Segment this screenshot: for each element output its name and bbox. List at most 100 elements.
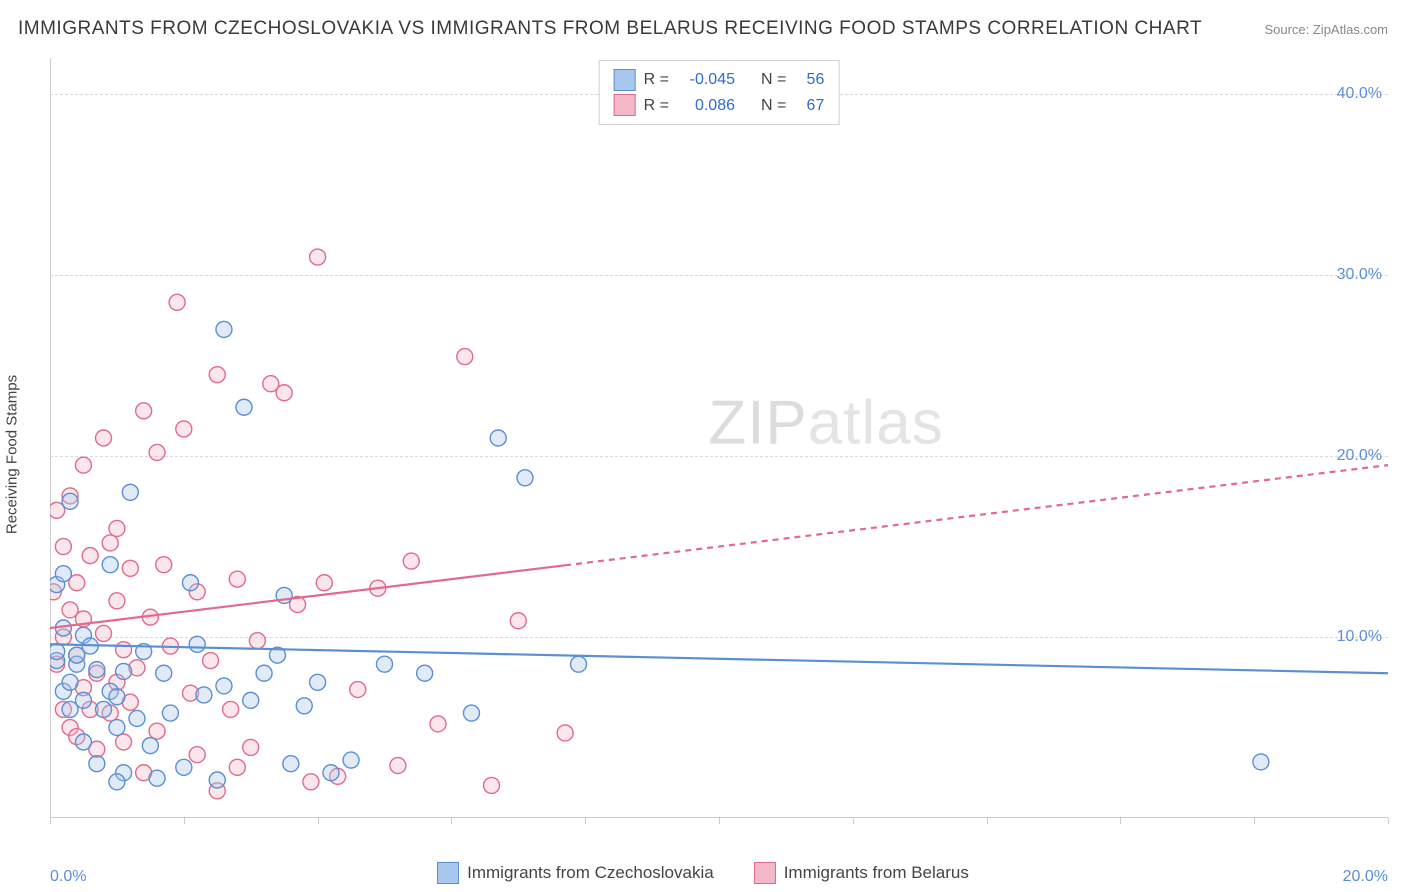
- scatter-point: [162, 705, 178, 721]
- scatter-point: [156, 665, 172, 681]
- scatter-point: [484, 777, 500, 793]
- scatter-point: [75, 734, 91, 750]
- trend-line: [50, 644, 1388, 673]
- scatter-point: [62, 493, 78, 509]
- scatter-point: [75, 692, 91, 708]
- r-label: R =: [644, 93, 669, 119]
- scatter-point: [129, 710, 145, 726]
- chart-svg: [50, 58, 1388, 818]
- scatter-point: [243, 692, 259, 708]
- scatter-point: [96, 625, 112, 641]
- swatch-belarus: [614, 94, 636, 116]
- scatter-point: [196, 687, 212, 703]
- scatter-point: [89, 662, 105, 678]
- scatter-point: [243, 739, 259, 755]
- x-tick: [318, 818, 319, 824]
- scatter-point: [390, 758, 406, 774]
- scatter-point: [176, 759, 192, 775]
- scatter-point: [149, 770, 165, 786]
- scatter-point: [490, 430, 506, 446]
- swatch-czechoslovakia: [614, 69, 636, 91]
- swatch-czechoslovakia: [437, 862, 459, 884]
- scatter-point: [122, 560, 138, 576]
- x-tick: [1388, 818, 1389, 824]
- scatter-point: [276, 385, 292, 401]
- x-tick: [719, 818, 720, 824]
- scatter-point: [249, 633, 265, 649]
- scatter-point: [149, 444, 165, 460]
- r-value-be: 0.086: [677, 93, 735, 119]
- legend-label-be: Immigrants from Belarus: [784, 863, 969, 883]
- scatter-point: [189, 636, 205, 652]
- scatter-point: [102, 557, 118, 573]
- scatter-point: [75, 457, 91, 473]
- scatter-point: [50, 644, 65, 660]
- scatter-point: [203, 653, 219, 669]
- scatter-point: [209, 367, 225, 383]
- n-label: N =: [761, 67, 786, 93]
- x-tick: [184, 818, 185, 824]
- trend-line-dashed: [565, 465, 1388, 565]
- scatter-point: [517, 470, 533, 486]
- scatter-point: [350, 682, 366, 698]
- scatter-point: [303, 774, 319, 790]
- scatter-point: [109, 720, 125, 736]
- scatter-point: [571, 656, 587, 672]
- scatter-point: [169, 294, 185, 310]
- scatter-point: [323, 765, 339, 781]
- n-value-cz: 56: [794, 67, 824, 93]
- scatter-point: [216, 678, 232, 694]
- r-label: R =: [644, 67, 669, 93]
- x-tick: [50, 818, 51, 824]
- scatter-point: [310, 249, 326, 265]
- scatter-point: [316, 575, 332, 591]
- scatter-point: [102, 535, 118, 551]
- scatter-point: [55, 539, 71, 555]
- legend-stats-row: R = -0.045 N = 56: [614, 67, 825, 93]
- scatter-point: [156, 557, 172, 573]
- y-axis-label: Receiving Food Stamps: [4, 375, 21, 534]
- scatter-point: [229, 759, 245, 775]
- scatter-point: [116, 642, 132, 658]
- scatter-point: [109, 593, 125, 609]
- scatter-point: [122, 484, 138, 500]
- x-tick: [853, 818, 854, 824]
- scatter-point: [1253, 754, 1269, 770]
- scatter-point: [96, 701, 112, 717]
- scatter-point: [377, 656, 393, 672]
- scatter-point: [109, 774, 125, 790]
- x-tick: [451, 818, 452, 824]
- title-bar: IMMIGRANTS FROM CZECHOSLOVAKIA VS IMMIGR…: [18, 18, 1388, 40]
- legend-item-belarus: Immigrants from Belarus: [754, 862, 969, 884]
- x-tick: [585, 818, 586, 824]
- scatter-point: [82, 548, 98, 564]
- swatch-belarus: [754, 862, 776, 884]
- scatter-point: [182, 575, 198, 591]
- scatter-point: [96, 430, 112, 446]
- legend-stats-row: R = 0.086 N = 67: [614, 93, 825, 119]
- scatter-point: [142, 738, 158, 754]
- scatter-point: [457, 349, 473, 365]
- scatter-point: [343, 752, 359, 768]
- scatter-point: [430, 716, 446, 732]
- scatter-point: [109, 689, 125, 705]
- scatter-point: [55, 566, 71, 582]
- x-tick: [1120, 818, 1121, 824]
- chart-title: IMMIGRANTS FROM CZECHOSLOVAKIA VS IMMIGR…: [18, 18, 1202, 40]
- scatter-point: [116, 734, 132, 750]
- scatter-point: [403, 553, 419, 569]
- plot-area: R = -0.045 N = 56 R = 0.086 N = 67 ZIPat…: [50, 58, 1388, 818]
- scatter-point: [136, 403, 152, 419]
- r-value-cz: -0.045: [677, 67, 735, 93]
- scatter-point: [109, 520, 125, 536]
- scatter-point: [89, 756, 105, 772]
- legend-bottom: Immigrants from Czechoslovakia Immigrant…: [0, 862, 1406, 884]
- legend-item-czechoslovakia: Immigrants from Czechoslovakia: [437, 862, 714, 884]
- x-tick: [1254, 818, 1255, 824]
- scatter-point: [189, 747, 205, 763]
- n-value-be: 67: [794, 93, 824, 119]
- source-label: Source: ZipAtlas.com: [1264, 22, 1388, 37]
- scatter-point: [116, 663, 132, 679]
- scatter-point: [236, 399, 252, 415]
- scatter-point: [557, 725, 573, 741]
